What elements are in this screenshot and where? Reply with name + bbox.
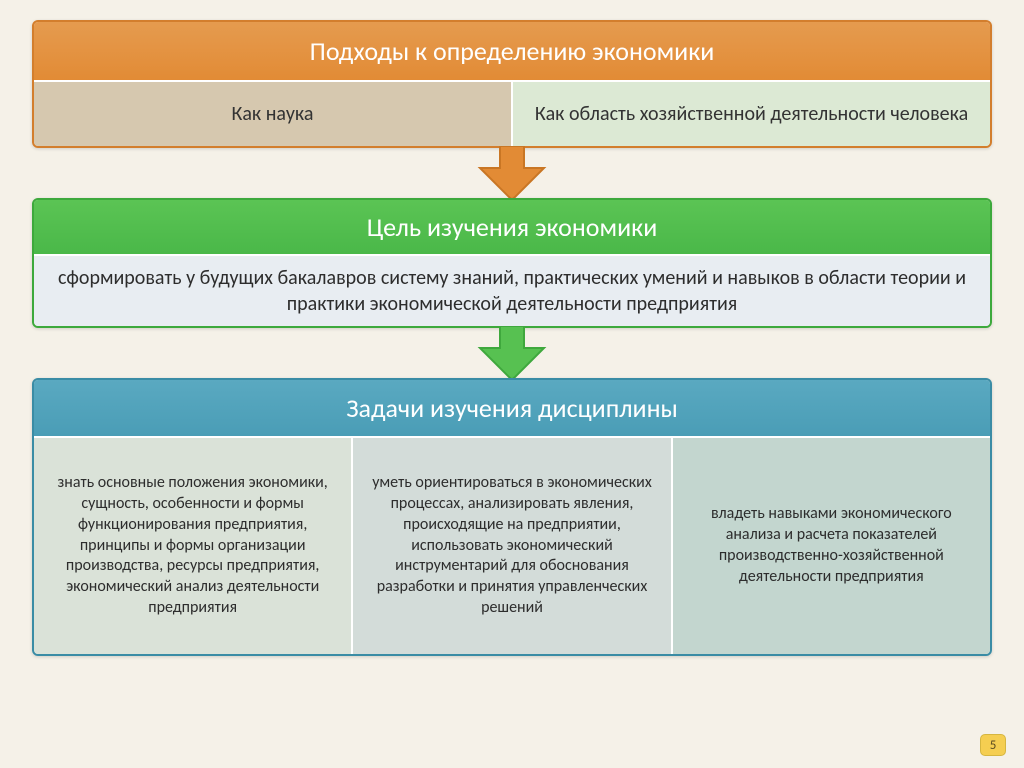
block-approaches: Подходы к определению экономики Как наук… <box>32 20 992 148</box>
block1-row: Как наукаКак область хозяйственной деяте… <box>34 80 990 146</box>
block1-cell-0: Как наука <box>34 80 511 146</box>
block3-row: знать основные положения экономики, сущн… <box>34 436 990 654</box>
block-tasks: Задачи изучения дисциплины знать основны… <box>32 378 992 656</box>
page-number: 5 <box>980 734 1006 756</box>
block2-body: сформировать у будущих бакалавров систем… <box>34 254 990 326</box>
block1-cell-1: Как область хозяйственной деятельности ч… <box>511 80 990 146</box>
block-goal: Цель изучения экономики сформировать у б… <box>32 198 992 328</box>
block3-cell-2: владеть навыками экономического анализа … <box>671 436 990 654</box>
arrow-down-icon <box>472 326 552 384</box>
arrow-down-icon <box>472 146 552 204</box>
arrow-2 <box>472 326 552 384</box>
block2-header: Цель изучения экономики <box>34 200 990 254</box>
block3-cell-1: уметь ориентироваться в экономических пр… <box>351 436 670 654</box>
arrow-1 <box>472 146 552 204</box>
block1-header: Подходы к определению экономики <box>34 22 990 80</box>
block3-cell-0: знать основные положения экономики, сущн… <box>34 436 351 654</box>
block3-header: Задачи изучения дисциплины <box>34 380 990 436</box>
